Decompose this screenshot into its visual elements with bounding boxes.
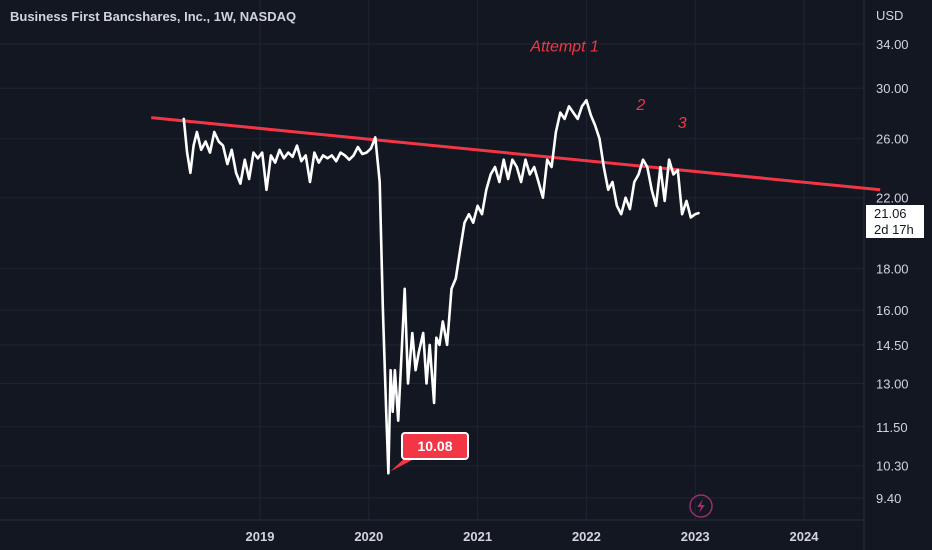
bar-countdown: 2d 17h — [874, 222, 914, 237]
low-callout-box[interactable] — [401, 432, 469, 460]
y-tick-label: 13.00 — [876, 377, 909, 392]
last-price-value: 21.06 — [874, 206, 907, 221]
low-callout-pointer — [390, 457, 418, 472]
time-axis[interactable]: 2019 2020 2021 2022 2023 2024 — [246, 529, 820, 544]
x-tick-label: 2022 — [572, 529, 601, 544]
y-tick-label: 10.30 — [876, 459, 909, 474]
last-price-badge — [866, 205, 924, 222]
y-tick-label: 22.00 — [876, 191, 909, 206]
price-axis[interactable]: 34.00 30.00 26.00 22.00 18.00 16.00 14.50 13.00… — [876, 37, 909, 506]
y-tick-label: 9.40 — [876, 491, 901, 506]
x-tick-label: 2024 — [790, 529, 820, 544]
low-callout-label: 10.08 — [417, 438, 452, 454]
y-tick-label: 16.00 — [876, 303, 909, 318]
annotation-text[interactable]: 3 — [678, 115, 687, 132]
bolt-icon[interactable] — [689, 494, 713, 518]
y-tick-label: 26.00 — [876, 132, 909, 147]
grid — [0, 0, 864, 520]
annotation-text[interactable]: Attempt 1 — [529, 38, 598, 55]
x-tick-label: 2019 — [246, 529, 275, 544]
y-tick-label: 11.50 — [876, 420, 908, 435]
currency-label: USD — [876, 8, 903, 23]
trend-line[interactable] — [151, 116, 881, 192]
x-tick-label: 2020 — [354, 529, 383, 544]
countdown-badge — [866, 222, 924, 238]
y-tick-label: 34.00 — [876, 37, 909, 52]
price-line[interactable] — [182, 98, 700, 475]
y-tick-label: 18.00 — [876, 262, 909, 277]
x-tick-label: 2023 — [681, 529, 710, 544]
y-tick-label: 14.50 — [876, 338, 909, 353]
chart-title: Business First Bancshares, Inc., 1W, NAS… — [10, 9, 296, 24]
x-tick-label: 2021 — [463, 529, 492, 544]
annotation-text[interactable]: 2 — [635, 97, 645, 114]
y-tick-label: 30.00 — [876, 81, 909, 96]
